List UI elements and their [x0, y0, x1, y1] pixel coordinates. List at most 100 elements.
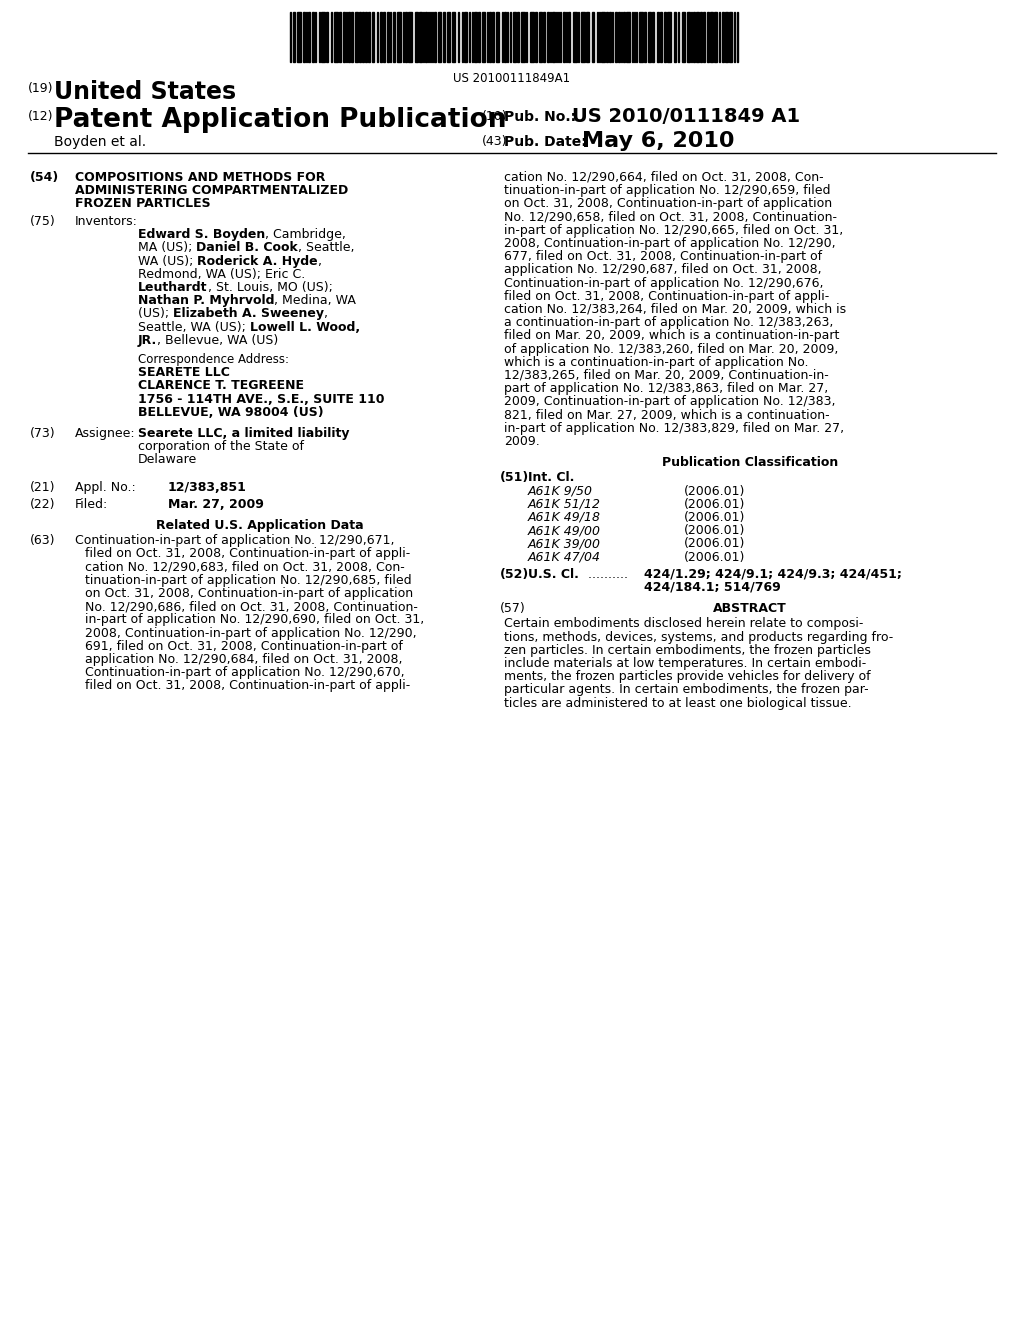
Text: in-part of application No. 12/290,690, filed on Oct. 31,: in-part of application No. 12/290,690, f…: [85, 614, 424, 627]
Text: United States: United States: [54, 81, 237, 104]
Bar: [372, 12, 374, 62]
Bar: [710, 12, 713, 62]
Text: Filed:: Filed:: [75, 498, 109, 511]
Bar: [615, 12, 617, 62]
Text: FROZEN PARTICLES: FROZEN PARTICLES: [75, 198, 211, 210]
Bar: [321, 12, 325, 62]
Bar: [406, 12, 407, 62]
Text: 677, filed on Oct. 31, 2008, Continuation-in-part of: 677, filed on Oct. 31, 2008, Continuatio…: [504, 251, 822, 263]
Text: MA (US);: MA (US);: [138, 242, 197, 255]
Text: Searete LLC, a limited liability: Searete LLC, a limited liability: [138, 426, 349, 440]
Text: Redmond, WA (US);: Redmond, WA (US);: [138, 268, 265, 281]
Bar: [644, 12, 646, 62]
Bar: [601, 12, 605, 62]
Text: in-part of application No. 12/290,665, filed on Oct. 31,: in-part of application No. 12/290,665, f…: [504, 224, 843, 236]
Text: Correspondence Address:: Correspondence Address:: [138, 352, 289, 366]
Text: ticles are administered to at least one biological tissue.: ticles are administered to at least one …: [504, 697, 852, 710]
Text: 12/383,851: 12/383,851: [168, 480, 247, 494]
Bar: [293, 12, 295, 62]
Bar: [696, 12, 699, 62]
Text: zen particles. In certain embodiments, the frozen particles: zen particles. In certain embodiments, t…: [504, 644, 870, 657]
Text: JR.: JR.: [138, 334, 158, 347]
Text: 821, filed on Mar. 27, 2009, which is a continuation-: 821, filed on Mar. 27, 2009, which is a …: [504, 409, 829, 421]
Text: Eric C.: Eric C.: [265, 268, 305, 281]
Text: cation No. 12/383,264, filed on Mar. 20, 2009, which is: cation No. 12/383,264, filed on Mar. 20,…: [504, 304, 846, 315]
Text: particular agents. In certain embodiments, the frozen par-: particular agents. In certain embodiment…: [504, 684, 868, 697]
Text: (2006.01): (2006.01): [684, 524, 745, 537]
Bar: [434, 12, 436, 62]
Bar: [343, 12, 345, 62]
Text: 424/1.29; 424/9.1; 424/9.3; 424/451;: 424/1.29; 424/9.1; 424/9.3; 424/451;: [644, 568, 902, 581]
Bar: [419, 12, 422, 62]
Bar: [547, 12, 549, 62]
Bar: [517, 12, 519, 62]
Text: include materials at low temperatures. In certain embodi-: include materials at low temperatures. I…: [504, 657, 866, 671]
Bar: [581, 12, 585, 62]
Text: Appl. No.:: Appl. No.:: [75, 480, 136, 494]
Text: A61K 51/12: A61K 51/12: [528, 498, 601, 511]
Text: cation No. 12/290,683, filed on Oct. 31, 2008, Con-: cation No. 12/290,683, filed on Oct. 31,…: [85, 561, 404, 574]
Text: Nathan P. Myhrvold: Nathan P. Myhrvold: [138, 294, 274, 308]
Text: 424/184.1; 514/769: 424/184.1; 514/769: [644, 581, 780, 594]
Text: (22): (22): [30, 498, 55, 511]
Text: A61K 47/04: A61K 47/04: [528, 550, 601, 564]
Text: US 2010/0111849 A1: US 2010/0111849 A1: [572, 107, 800, 125]
Bar: [687, 12, 690, 62]
Text: which is a continuation-in-part of application No.: which is a continuation-in-part of appli…: [504, 356, 809, 368]
Bar: [543, 12, 545, 62]
Text: filed on Mar. 20, 2009, which is a continuation-in-part: filed on Mar. 20, 2009, which is a conti…: [504, 330, 840, 342]
Text: Patent Application Publication: Patent Application Publication: [54, 107, 507, 133]
Text: cation No. 12/290,664, filed on Oct. 31, 2008, Con-: cation No. 12/290,664, filed on Oct. 31,…: [504, 172, 823, 183]
Text: part of application No. 12/383,863, filed on Mar. 27,: part of application No. 12/383,863, file…: [504, 383, 828, 395]
Bar: [452, 12, 455, 62]
Text: 1756 - 114TH AVE., S.E., SUITE 110: 1756 - 114TH AVE., S.E., SUITE 110: [138, 392, 384, 405]
Text: Assignee:: Assignee:: [75, 426, 135, 440]
Text: BELLEVUE, WA 98004 (US): BELLEVUE, WA 98004 (US): [138, 405, 324, 418]
Text: ments, the frozen particles provide vehicles for delivery of: ments, the frozen particles provide vehi…: [504, 671, 870, 684]
Text: of application No. 12/383,260, filed on Mar. 20, 2009,: of application No. 12/383,260, filed on …: [504, 343, 839, 355]
Text: A61K 49/18: A61K 49/18: [528, 511, 601, 524]
Bar: [626, 12, 630, 62]
Text: US 20100111849A1: US 20100111849A1: [454, 73, 570, 84]
Text: A61K 49/00: A61K 49/00: [528, 524, 601, 537]
Bar: [297, 12, 301, 62]
Text: A61K 9/50: A61K 9/50: [528, 484, 593, 498]
Bar: [592, 12, 594, 62]
Bar: [609, 12, 611, 62]
Bar: [618, 12, 620, 62]
Text: Continuation-in-part of application No. 12/290,676,: Continuation-in-part of application No. …: [504, 277, 823, 289]
Text: 12/383,265, filed on Mar. 20, 2009, Continuation-in-: 12/383,265, filed on Mar. 20, 2009, Cont…: [504, 370, 828, 381]
Text: 2009.: 2009.: [504, 436, 540, 447]
Text: tinuation-in-part of application No. 12/290,659, filed: tinuation-in-part of application No. 12/…: [504, 185, 830, 197]
Text: (US);: (US);: [138, 308, 173, 321]
Bar: [714, 12, 717, 62]
Bar: [674, 12, 676, 62]
Bar: [664, 12, 666, 62]
Bar: [359, 12, 361, 62]
Bar: [447, 12, 450, 62]
Text: Edward S. Boyden: Edward S. Boyden: [138, 228, 265, 242]
Bar: [303, 12, 305, 62]
Text: No. 12/290,686, filed on Oct. 31, 2008, Continuation-: No. 12/290,686, filed on Oct. 31, 2008, …: [85, 601, 418, 614]
Bar: [334, 12, 338, 62]
Bar: [682, 12, 685, 62]
Text: WA (US);: WA (US);: [138, 255, 198, 268]
Bar: [539, 12, 542, 62]
Text: (63): (63): [30, 535, 55, 548]
Bar: [380, 12, 382, 62]
Text: application No. 12/290,684, filed on Oct. 31, 2008,: application No. 12/290,684, filed on Oct…: [85, 653, 402, 667]
Text: filed on Oct. 31, 2008, Continuation-in-part of appli-: filed on Oct. 31, 2008, Continuation-in-…: [85, 548, 411, 561]
Text: COMPOSITIONS AND METHODS FOR: COMPOSITIONS AND METHODS FOR: [75, 172, 326, 183]
Text: Leuthardt: Leuthardt: [138, 281, 208, 294]
Bar: [693, 12, 695, 62]
Bar: [513, 12, 516, 62]
Text: Int. Cl.: Int. Cl.: [528, 471, 574, 484]
Text: Continuation-in-part of application No. 12/290,671,: Continuation-in-part of application No. …: [75, 535, 394, 548]
Bar: [393, 12, 395, 62]
Text: Related U.S. Application Data: Related U.S. Application Data: [157, 519, 364, 532]
Text: (10): (10): [482, 110, 508, 123]
Bar: [397, 12, 401, 62]
Text: 2008, Continuation-in-part of application No. 12/290,: 2008, Continuation-in-part of applicatio…: [504, 238, 836, 249]
Text: Pub. No.:: Pub. No.:: [504, 110, 577, 124]
Text: Pub. Date:: Pub. Date:: [504, 135, 587, 149]
